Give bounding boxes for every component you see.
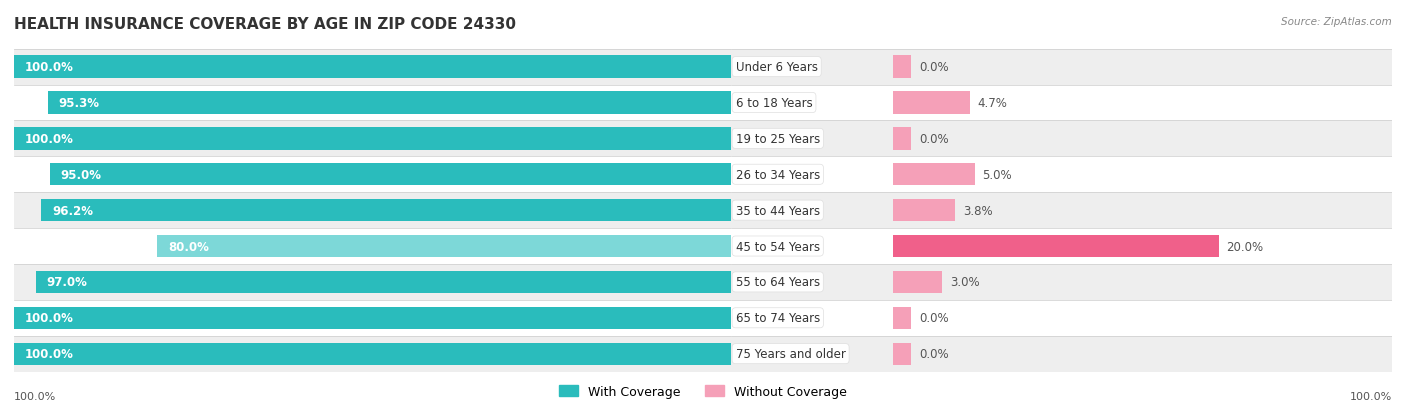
Text: 0.0%: 0.0% bbox=[918, 347, 949, 360]
Bar bbox=[731, 264, 1392, 300]
Bar bbox=[14, 336, 731, 372]
Bar bbox=[731, 228, 1392, 264]
Bar bbox=[893, 343, 911, 365]
Text: 0.0%: 0.0% bbox=[918, 61, 949, 74]
Bar bbox=[14, 193, 731, 228]
Text: HEALTH INSURANCE COVERAGE BY AGE IN ZIP CODE 24330: HEALTH INSURANCE COVERAGE BY AGE IN ZIP … bbox=[14, 17, 516, 31]
Bar bbox=[893, 271, 942, 293]
Text: 26 to 34 Years: 26 to 34 Years bbox=[735, 169, 820, 181]
Bar bbox=[14, 50, 731, 85]
Bar bbox=[731, 85, 1392, 121]
Bar bbox=[731, 193, 1392, 228]
Bar bbox=[893, 164, 974, 186]
Legend: With Coverage, Without Coverage: With Coverage, Without Coverage bbox=[554, 380, 852, 403]
Text: 4.7%: 4.7% bbox=[977, 97, 1007, 110]
Text: 35 to 44 Years: 35 to 44 Years bbox=[735, 204, 820, 217]
Text: 100.0%: 100.0% bbox=[25, 133, 73, 145]
Text: 97.0%: 97.0% bbox=[46, 276, 87, 289]
Bar bbox=[14, 307, 731, 329]
Bar bbox=[14, 228, 731, 264]
Bar bbox=[14, 85, 731, 121]
Text: 6 to 18 Years: 6 to 18 Years bbox=[735, 97, 813, 110]
Text: 65 to 74 Years: 65 to 74 Years bbox=[735, 311, 820, 325]
Text: 0.0%: 0.0% bbox=[918, 311, 949, 325]
Text: 100.0%: 100.0% bbox=[1350, 391, 1392, 401]
Bar bbox=[35, 271, 731, 293]
Bar bbox=[49, 164, 731, 186]
Text: 80.0%: 80.0% bbox=[169, 240, 209, 253]
Text: 100.0%: 100.0% bbox=[25, 61, 73, 74]
Text: 55 to 64 Years: 55 to 64 Years bbox=[735, 276, 820, 289]
Bar bbox=[14, 300, 731, 336]
Bar bbox=[157, 235, 731, 258]
Bar bbox=[48, 92, 731, 114]
Bar bbox=[14, 121, 731, 157]
Text: 3.8%: 3.8% bbox=[963, 204, 993, 217]
Bar bbox=[893, 128, 911, 150]
Bar bbox=[731, 121, 1392, 157]
Text: 100.0%: 100.0% bbox=[14, 391, 56, 401]
Bar bbox=[14, 343, 731, 365]
Bar bbox=[893, 199, 955, 222]
Bar bbox=[893, 307, 911, 329]
Text: 45 to 54 Years: 45 to 54 Years bbox=[735, 240, 820, 253]
Bar bbox=[731, 300, 1392, 336]
Bar bbox=[14, 56, 731, 78]
Bar bbox=[14, 157, 731, 193]
Text: Source: ZipAtlas.com: Source: ZipAtlas.com bbox=[1281, 17, 1392, 26]
Text: 95.0%: 95.0% bbox=[60, 169, 101, 181]
Text: 19 to 25 Years: 19 to 25 Years bbox=[735, 133, 820, 145]
Bar bbox=[731, 50, 1392, 85]
Bar bbox=[14, 128, 731, 150]
Bar bbox=[731, 336, 1392, 372]
Text: 95.3%: 95.3% bbox=[59, 97, 100, 110]
Text: 100.0%: 100.0% bbox=[25, 347, 73, 360]
Bar bbox=[893, 92, 970, 114]
Text: 5.0%: 5.0% bbox=[983, 169, 1012, 181]
Bar bbox=[731, 157, 1392, 193]
Text: 0.0%: 0.0% bbox=[918, 133, 949, 145]
Bar bbox=[41, 199, 731, 222]
Text: 100.0%: 100.0% bbox=[25, 311, 73, 325]
Text: 3.0%: 3.0% bbox=[950, 276, 980, 289]
Text: 96.2%: 96.2% bbox=[52, 204, 93, 217]
Text: 20.0%: 20.0% bbox=[1226, 240, 1264, 253]
Bar bbox=[893, 56, 911, 78]
Text: 75 Years and older: 75 Years and older bbox=[735, 347, 845, 360]
Text: Under 6 Years: Under 6 Years bbox=[735, 61, 818, 74]
Bar bbox=[893, 235, 1219, 258]
Bar bbox=[14, 264, 731, 300]
